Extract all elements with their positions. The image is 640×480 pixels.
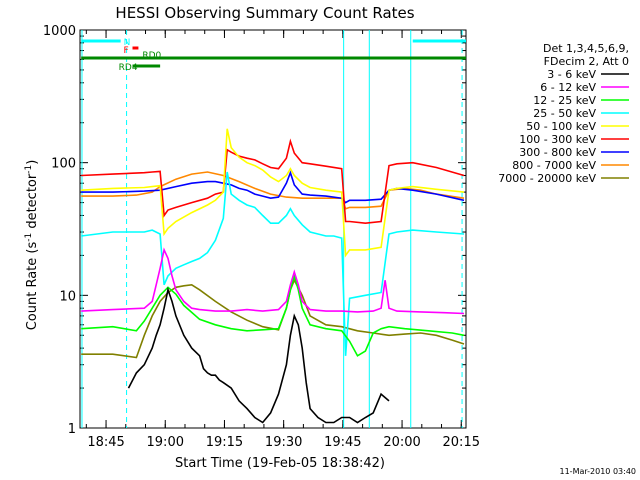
legend-header-line: Det 1,3,4,5,6,9, xyxy=(543,42,629,55)
legend-label: 100 - 300 keV xyxy=(519,133,596,146)
legend-label: 12 - 25 keV xyxy=(533,94,596,107)
chart-title: HESSI Observing Summary Count Rates xyxy=(115,4,414,22)
legend-label: 3 - 6 keV xyxy=(547,68,596,81)
series-line-8 xyxy=(81,278,465,359)
y-axis-label-sup1: -1 xyxy=(24,233,34,242)
legend-label: 25 - 50 keV xyxy=(533,107,596,120)
y-axis-label-end: ) xyxy=(25,160,40,165)
legend-label: 300 - 800 keV xyxy=(519,146,596,159)
x-tick-label: 18:45 xyxy=(87,435,124,450)
legend-header-line: FDecim 2, Att 0 xyxy=(544,55,629,68)
series-line-4 xyxy=(81,128,465,258)
plot-area: 1 10 100 1000 18:45 19:00 19:15 19:30 19:45 20:00… xyxy=(43,24,480,450)
legend-label: 6 - 12 keV xyxy=(540,81,596,94)
y-tick-label: 1000 xyxy=(43,24,76,39)
status-label-f: F xyxy=(123,46,128,56)
series-line-0 xyxy=(127,286,390,424)
status-label-rd4: RD4 xyxy=(119,63,138,73)
legend-label: 800 - 7000 keV xyxy=(512,159,596,172)
x-tick-label: 19:15 xyxy=(206,435,243,450)
x-tick-label: 20:15 xyxy=(443,435,480,450)
y-tick-label: 10 xyxy=(59,289,76,304)
series-line-1 xyxy=(81,247,465,315)
y-axis-label-main: Count Rate (s xyxy=(25,242,40,331)
x-tick-label: 19:45 xyxy=(324,435,361,450)
y-axis-label: Count Rate (s-1 detector-1) xyxy=(24,160,40,331)
plot-frame xyxy=(79,29,467,429)
status-label-rd0: RD0 xyxy=(142,51,161,61)
svg-text:Count Rate (s-1 detector-1): Count Rate (s-1 detector-1) xyxy=(24,160,40,331)
legend-label: 7000 - 20000 keV xyxy=(498,172,596,185)
footer-timestamp: 11-Mar-2010 03:40 xyxy=(560,467,637,476)
y-tick-label: 100 xyxy=(51,157,76,172)
x-axis-label: Start Time (19-Feb-05 18:38:42) xyxy=(175,456,385,471)
y-tick-label: 1 xyxy=(68,422,76,437)
status-label-n: N xyxy=(124,38,131,48)
x-tick-label: 19:30 xyxy=(265,435,302,450)
legend: Det 1,3,4,5,6,9,FDecim 2, Att 03 - 6 keV… xyxy=(498,42,629,185)
y-axis-label-sup2: -1 xyxy=(24,165,34,174)
x-tick-label: 20:00 xyxy=(383,435,420,450)
series-line-2 xyxy=(81,272,465,357)
y-axis-label-mid: detector xyxy=(25,173,40,233)
legend-label: 50 - 100 keV xyxy=(526,120,596,133)
x-tick-label: 19:00 xyxy=(147,435,184,450)
series-line-5 xyxy=(81,138,465,225)
series-line-6 xyxy=(81,170,465,204)
